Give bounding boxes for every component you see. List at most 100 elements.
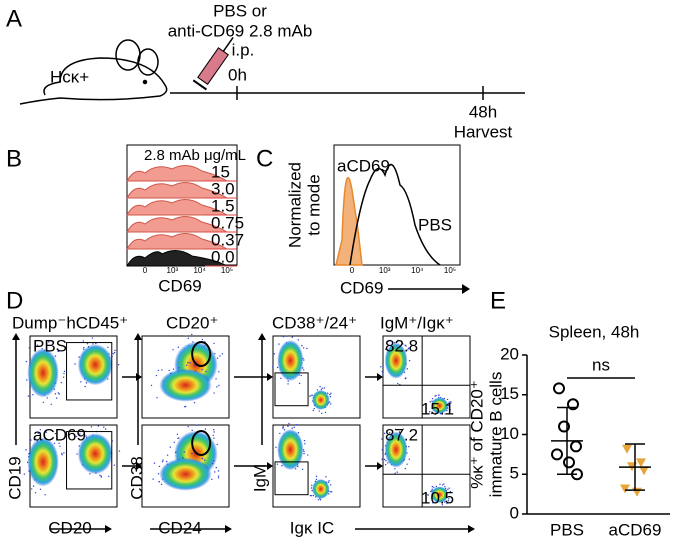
- event-dot: [189, 362, 191, 364]
- row-label: aCD69: [33, 425, 86, 444]
- event-dot: [439, 483, 441, 486]
- axis-arrow: [468, 525, 475, 533]
- event-dot: [185, 335, 187, 337]
- time-label: 0h: [228, 65, 247, 84]
- quadrant-value: 82.8: [385, 336, 418, 355]
- x-axis-label: CD24: [158, 518, 201, 537]
- event-dot: [156, 397, 158, 399]
- event-dot: [211, 462, 214, 465]
- event-dot: [311, 484, 313, 487]
- event-dot: [217, 470, 220, 472]
- event-dot: [318, 410, 320, 412]
- histogram: [126, 165, 229, 182]
- event-dot: [104, 428, 107, 430]
- gate-arrow: [267, 462, 273, 470]
- density: [312, 479, 330, 499]
- gate-arrow: [136, 373, 142, 381]
- event-dot: [303, 450, 305, 453]
- histogram: [126, 199, 229, 216]
- event-label: Harvest: [454, 122, 513, 141]
- event-dot: [280, 377, 282, 380]
- event-dot: [103, 426, 105, 428]
- event-dot: [381, 438, 383, 440]
- concentration-label: 3.0: [211, 179, 235, 198]
- event-dot: [176, 433, 179, 436]
- series-label: PBS: [418, 215, 452, 234]
- event-dot: [58, 393, 60, 395]
- mouse-drawing: [19, 39, 168, 105]
- concentration-label: 15: [211, 162, 230, 181]
- panel-letter: D: [6, 287, 23, 314]
- event-dot: [217, 475, 220, 477]
- gate-label: IgM⁺/Igκ⁺: [380, 313, 454, 332]
- event-dot: [161, 460, 164, 463]
- event-dot: [301, 468, 304, 471]
- event-dot: [205, 370, 207, 373]
- event-dot: [25, 449, 27, 451]
- x-tick-label: PBS: [550, 520, 584, 539]
- event-dot: [320, 412, 323, 415]
- gate-arrow: [377, 462, 383, 470]
- event-dot: [388, 432, 391, 434]
- event-dot: [315, 475, 318, 478]
- event-dot: [435, 394, 437, 397]
- quadrant-value: 87.2: [385, 425, 418, 444]
- event-dot: [118, 450, 121, 452]
- x-tick-label: aCD69: [609, 520, 662, 539]
- event-dot: [433, 486, 435, 489]
- event-dot: [201, 338, 204, 341]
- event-dot: [63, 370, 66, 373]
- event-dot: [446, 398, 449, 401]
- event-dot: [201, 457, 204, 460]
- event-dot: [304, 443, 306, 445]
- event-dot: [306, 347, 308, 350]
- event-dot: [160, 483, 163, 486]
- event-dot: [62, 376, 65, 378]
- event-dot: [303, 359, 305, 361]
- event-dot: [79, 433, 81, 435]
- event-dot: [383, 458, 386, 461]
- gate-arrow: [136, 462, 142, 470]
- event-dot: [282, 427, 284, 429]
- event-dot: [44, 494, 46, 496]
- event-dot: [99, 474, 101, 476]
- event-dot: [388, 339, 390, 342]
- event-dot: [448, 487, 450, 489]
- event-dot: [282, 335, 284, 338]
- event-dot: [86, 343, 89, 345]
- event-dot: [75, 435, 78, 438]
- event-dot: [406, 463, 408, 465]
- event-dot: [295, 424, 298, 426]
- data-point: [570, 440, 582, 453]
- event-dot: [273, 353, 276, 355]
- event-dot: [45, 431, 48, 433]
- event-dot: [303, 439, 306, 442]
- event-dot: [161, 369, 163, 371]
- event-dot: [406, 368, 408, 370]
- event-dot: [329, 395, 332, 398]
- event-dot: [201, 369, 203, 371]
- event-dot: [380, 366, 382, 368]
- event-dot: [158, 465, 161, 468]
- event-dot: [291, 336, 293, 338]
- event-dot: [23, 473, 26, 475]
- gate: [66, 342, 113, 401]
- density: [77, 344, 113, 386]
- quadrant-value: 15.1: [421, 399, 454, 418]
- event-dot: [108, 475, 110, 477]
- event-dot: [431, 397, 434, 400]
- event-dot: [384, 463, 387, 466]
- data-point: [563, 456, 575, 469]
- event-dot: [55, 397, 58, 399]
- event-dot: [95, 342, 97, 345]
- event-dot: [328, 480, 330, 482]
- event-dot: [381, 370, 384, 373]
- event-dot: [441, 504, 444, 506]
- event-dot: [187, 425, 189, 428]
- event-dot: [213, 342, 215, 345]
- event-dot: [218, 371, 220, 373]
- event-dot: [191, 429, 193, 431]
- panel-letter: E: [490, 287, 506, 314]
- event-dot: [214, 471, 216, 473]
